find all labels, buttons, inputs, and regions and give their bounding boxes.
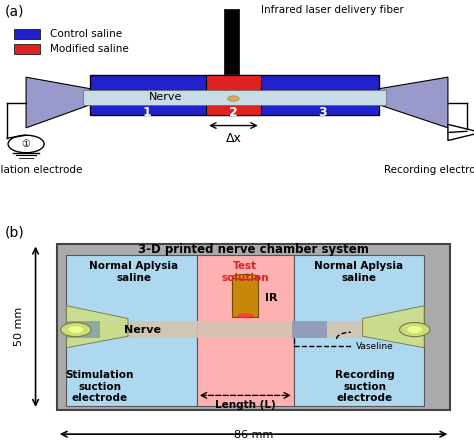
Text: Normal Aplysia
saline: Normal Aplysia saline [314, 261, 404, 283]
Text: 3-D printed nerve chamber system: 3-D printed nerve chamber system [138, 243, 369, 256]
FancyBboxPatch shape [197, 255, 294, 407]
FancyBboxPatch shape [232, 277, 258, 317]
FancyBboxPatch shape [66, 321, 424, 338]
FancyBboxPatch shape [90, 75, 379, 115]
FancyBboxPatch shape [224, 9, 239, 74]
Text: 86 mm: 86 mm [234, 430, 273, 440]
Ellipse shape [232, 275, 258, 279]
Text: Infrared laser delivery fiber: Infrared laser delivery fiber [261, 4, 403, 15]
FancyBboxPatch shape [14, 29, 40, 39]
Text: 3: 3 [318, 106, 327, 119]
Text: 50 mm: 50 mm [14, 307, 24, 346]
FancyBboxPatch shape [292, 321, 327, 338]
Text: 2: 2 [229, 106, 238, 119]
Circle shape [228, 96, 239, 101]
Text: Stimulation electrode: Stimulation electrode [0, 165, 82, 175]
Text: Test
solution: Test solution [221, 261, 269, 283]
Circle shape [407, 326, 422, 333]
Circle shape [400, 323, 430, 337]
Polygon shape [66, 306, 128, 348]
Text: (b): (b) [5, 226, 25, 240]
FancyBboxPatch shape [14, 44, 40, 54]
Text: Vaseline: Vaseline [356, 342, 393, 351]
Text: Modified saline: Modified saline [50, 44, 128, 54]
Text: Nerve: Nerve [124, 325, 161, 334]
Text: Normal Aplysia
saline: Normal Aplysia saline [89, 261, 179, 283]
Polygon shape [26, 77, 90, 128]
Polygon shape [448, 124, 474, 140]
Circle shape [8, 135, 44, 153]
FancyBboxPatch shape [83, 90, 386, 105]
FancyBboxPatch shape [206, 75, 261, 115]
Text: (a): (a) [5, 4, 24, 19]
Text: Recording electrode: Recording electrode [384, 165, 474, 175]
Text: Δx: Δx [226, 132, 241, 145]
FancyBboxPatch shape [66, 321, 100, 338]
Text: Recording
suction
electrode: Recording suction electrode [335, 370, 395, 403]
Text: Control saline: Control saline [50, 29, 122, 39]
Circle shape [61, 323, 91, 337]
Text: ①: ① [22, 139, 30, 149]
Text: 1: 1 [143, 106, 151, 119]
Text: Length (L): Length (L) [215, 400, 276, 410]
Text: Stimulation
suction
electrode: Stimulation suction electrode [65, 370, 134, 403]
Circle shape [68, 326, 83, 333]
FancyBboxPatch shape [57, 244, 450, 410]
Ellipse shape [237, 314, 254, 318]
Text: IR: IR [265, 293, 278, 303]
Polygon shape [379, 77, 448, 128]
FancyBboxPatch shape [66, 255, 197, 407]
Polygon shape [363, 306, 424, 348]
FancyBboxPatch shape [294, 255, 424, 407]
Text: Nerve: Nerve [149, 92, 182, 102]
